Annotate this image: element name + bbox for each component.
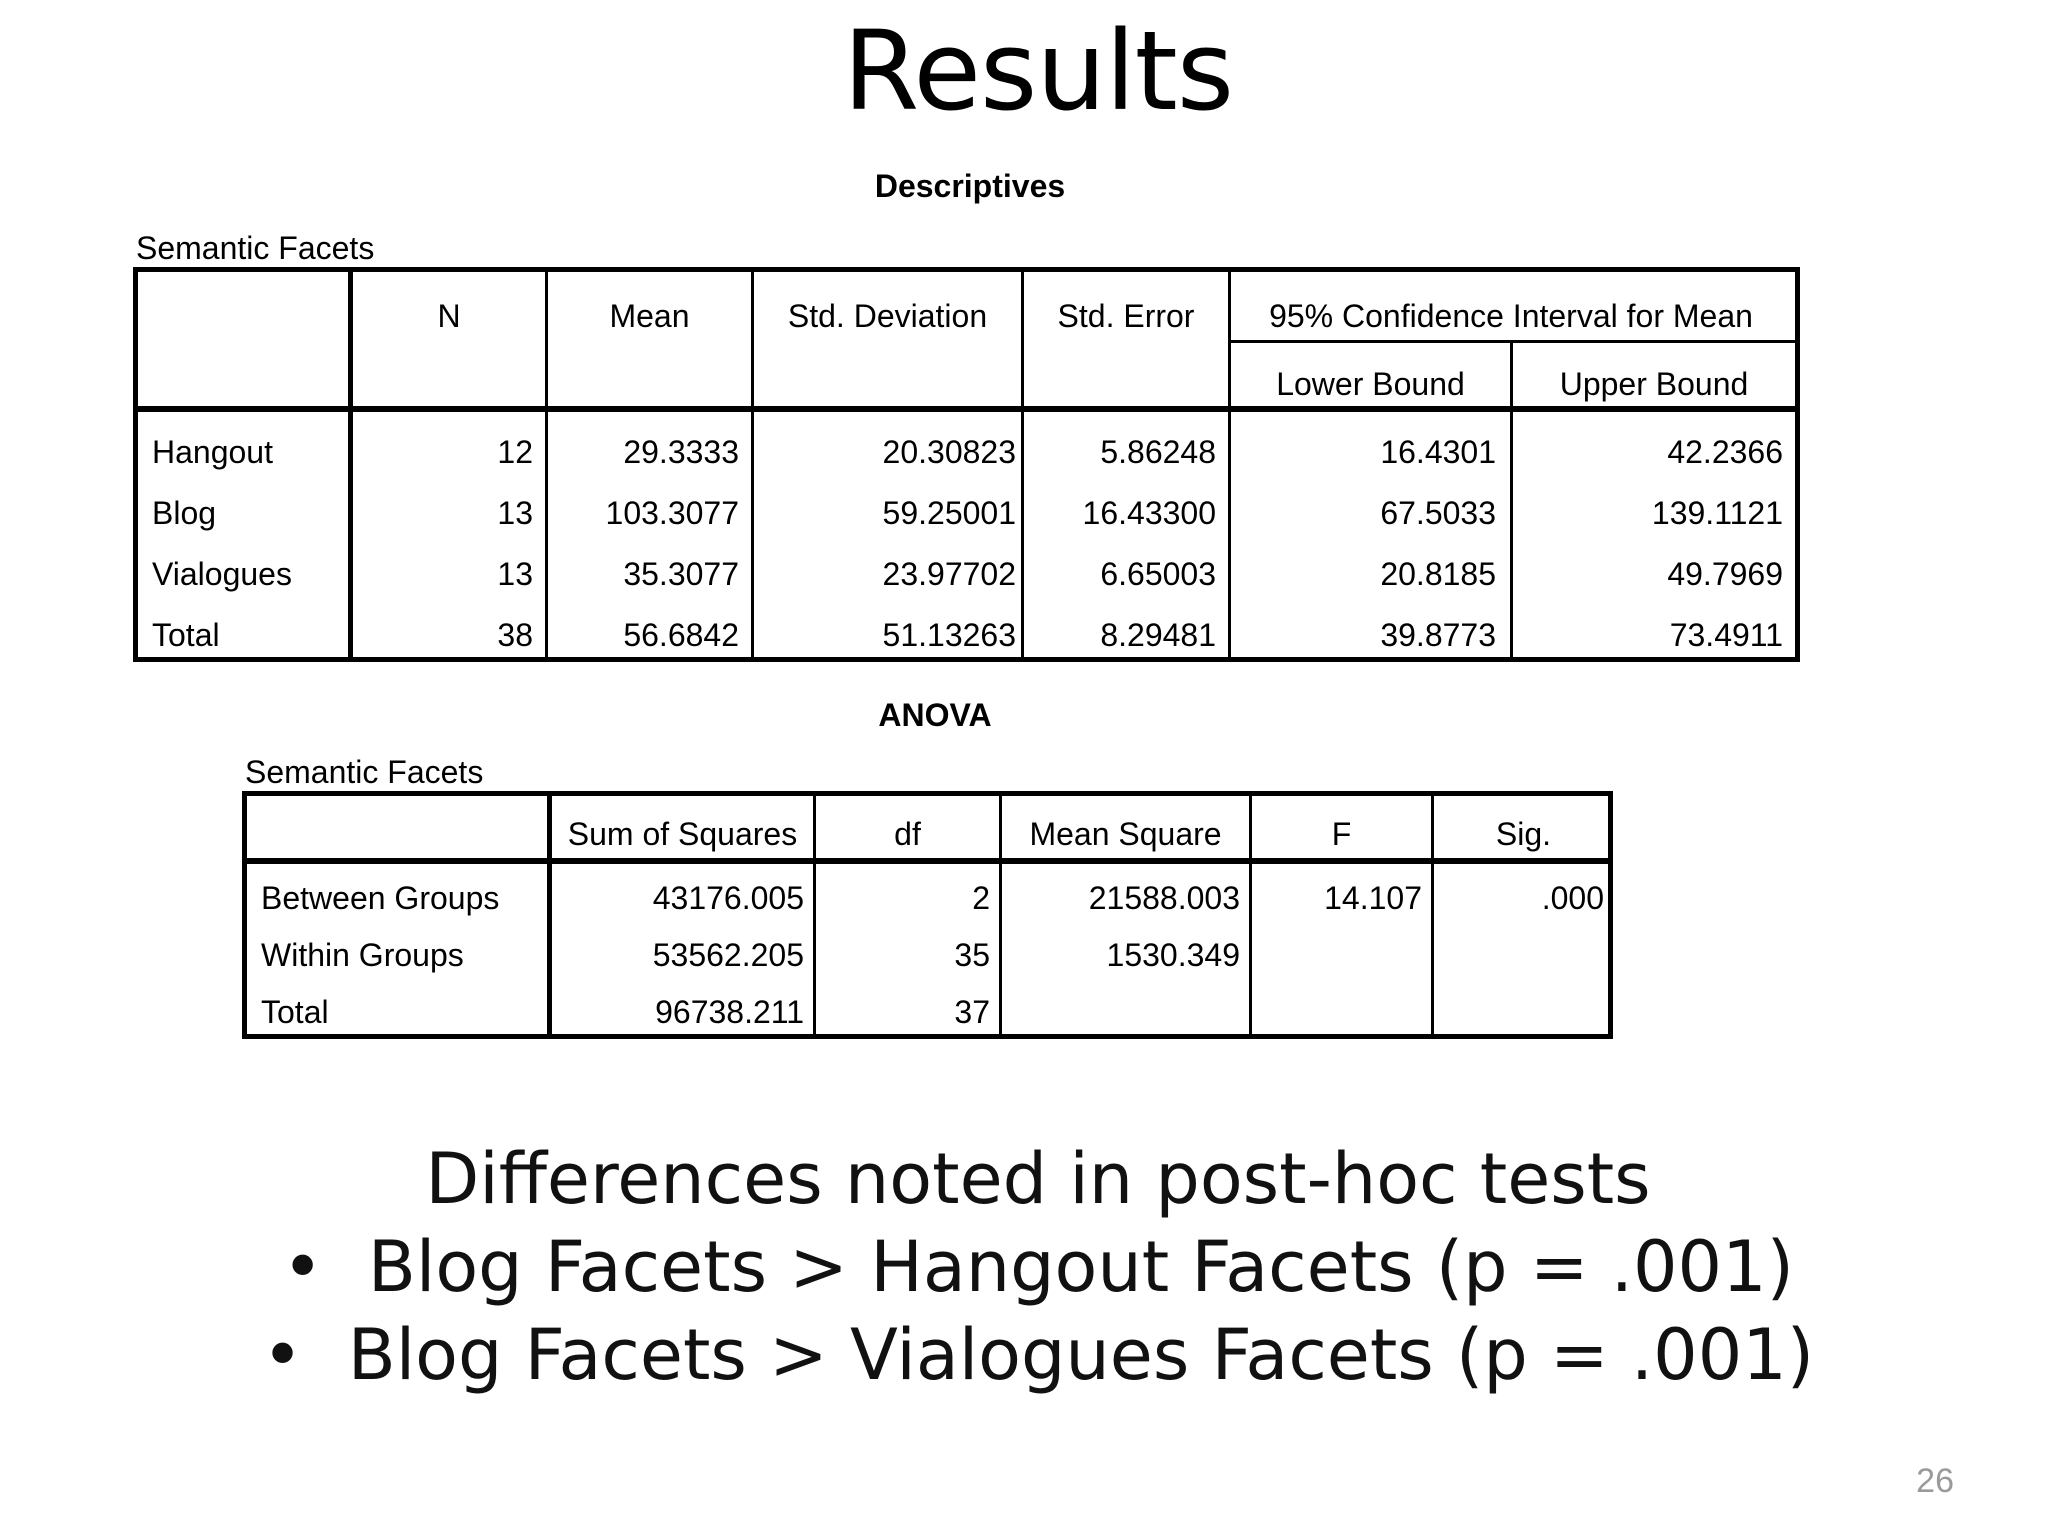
bullet-glyph: •	[282, 1226, 324, 1308]
descriptives-variable-label: Semantic Facets	[136, 230, 375, 266]
header-sum-of-squares: Sum of Squares	[567, 816, 798, 852]
header-mean: Mean	[609, 298, 690, 334]
header-mean-square: Mean Square	[1029, 816, 1222, 852]
anova-row-label: Within Groups	[261, 937, 464, 973]
descriptives-cell-n: 13	[497, 495, 533, 531]
summary-bullet: • Blog Facets > Vialogues Facets (p = .0…	[0, 1312, 2048, 1398]
anova-cell-ms: 1530.349	[1106, 937, 1240, 973]
descriptives-cell-mean: 35.3077	[623, 556, 739, 592]
anova-title: ANOVA	[878, 697, 992, 733]
descriptives-cell-lower: 39.8773	[1380, 617, 1496, 653]
anova-row-label: Total	[261, 994, 329, 1030]
descriptives-cell-mean: 29.3333	[623, 434, 739, 470]
anova-cell-ss: 96738.211	[655, 994, 804, 1030]
header-std-deviation: Std. Deviation	[787, 298, 988, 334]
summary-heading: Differences noted in post-hoc tests	[425, 1138, 1651, 1220]
anova-variable-label: Semantic Facets	[245, 754, 484, 790]
anova-cell-ss: 53562.205	[652, 937, 804, 973]
descriptives-cell-sd: 51.13263	[882, 617, 1016, 653]
anova-row-label: Between Groups	[261, 880, 500, 916]
descriptives-cell-n: 38	[497, 617, 533, 653]
summary-bullet-text: Blog Facets > Hangout Facets (p = .001)	[367, 1226, 1794, 1308]
descriptives-cell-lower: 16.4301	[1380, 434, 1496, 470]
descriptives-cell-upper: 42.2366	[1667, 434, 1783, 470]
header-sig: Sig.	[1495, 816, 1552, 852]
header-df: df	[894, 816, 921, 852]
header-confidence-interval: 95% Confidence Interval for Mean	[1269, 298, 1753, 334]
descriptives-cell-sd: 20.30823	[882, 434, 1016, 470]
descriptives-cell-mean: 103.3077	[605, 495, 739, 531]
descriptives-cell-upper: 73.4911	[1669, 617, 1783, 653]
descriptives-row-label: Total	[152, 617, 220, 653]
descriptives-cell-se: 6.65003	[1100, 556, 1216, 592]
descriptives-title: Descriptives	[874, 168, 1066, 204]
anova-cell-sig: .000	[1541, 880, 1604, 916]
descriptives-cell-upper: 139.1121	[1651, 495, 1783, 531]
descriptives-table: N Mean Std. Deviation Std. Error 95% Con…	[133, 267, 1800, 662]
summary-bullet: • Blog Facets > Hangout Facets (p = .001…	[0, 1224, 2048, 1310]
anova-table: Sum of Squares df Mean Square F Sig. Bet…	[242, 791, 1613, 1039]
descriptives-cell-upper: 49.7969	[1667, 556, 1783, 592]
header-upper-bound: Upper Bound	[1559, 366, 1749, 402]
anova-cell-ss: 43176.005	[652, 880, 804, 916]
anova-cell-df: 35	[954, 937, 990, 973]
descriptives-cell-se: 16.43300	[1082, 495, 1216, 531]
descriptives-cell-mean: 56.6842	[623, 617, 739, 653]
descriptives-cell-se: 5.86248	[1100, 434, 1216, 470]
summary-bullet-text: Blog Facets > Vialogues Facets (p = .001…	[347, 1314, 1815, 1396]
descriptives-cell-se: 8.29481	[1100, 617, 1216, 653]
descriptives-row-label: Vialogues	[152, 556, 292, 592]
descriptives-cell-lower: 67.5033	[1380, 495, 1496, 531]
descriptives-row-label: Blog	[152, 495, 217, 531]
header-n: N	[437, 298, 461, 334]
descriptives-row-label: Hangout	[152, 434, 273, 470]
page-number: 26	[1916, 1462, 1954, 1500]
descriptives-cell-sd: 59.25001	[882, 495, 1016, 531]
slide-title: Results	[842, 7, 1234, 135]
header-std-error: Std. Error	[1057, 298, 1195, 334]
descriptives-cell-n: 12	[497, 434, 533, 470]
header-f: F	[1331, 816, 1352, 852]
header-lower-bound: Lower Bound	[1276, 366, 1465, 402]
descriptives-cell-n: 13	[497, 556, 533, 592]
anova-cell-df: 37	[954, 994, 990, 1030]
descriptives-cell-sd: 23.97702	[882, 556, 1016, 592]
anova-cell-df: 2	[972, 880, 990, 916]
anova-cell-ms: 21588.003	[1088, 880, 1240, 916]
anova-cell-f: 14.107	[1324, 880, 1422, 916]
bullet-glyph: •	[261, 1314, 304, 1396]
descriptives-cell-lower: 20.8185	[1380, 556, 1496, 592]
